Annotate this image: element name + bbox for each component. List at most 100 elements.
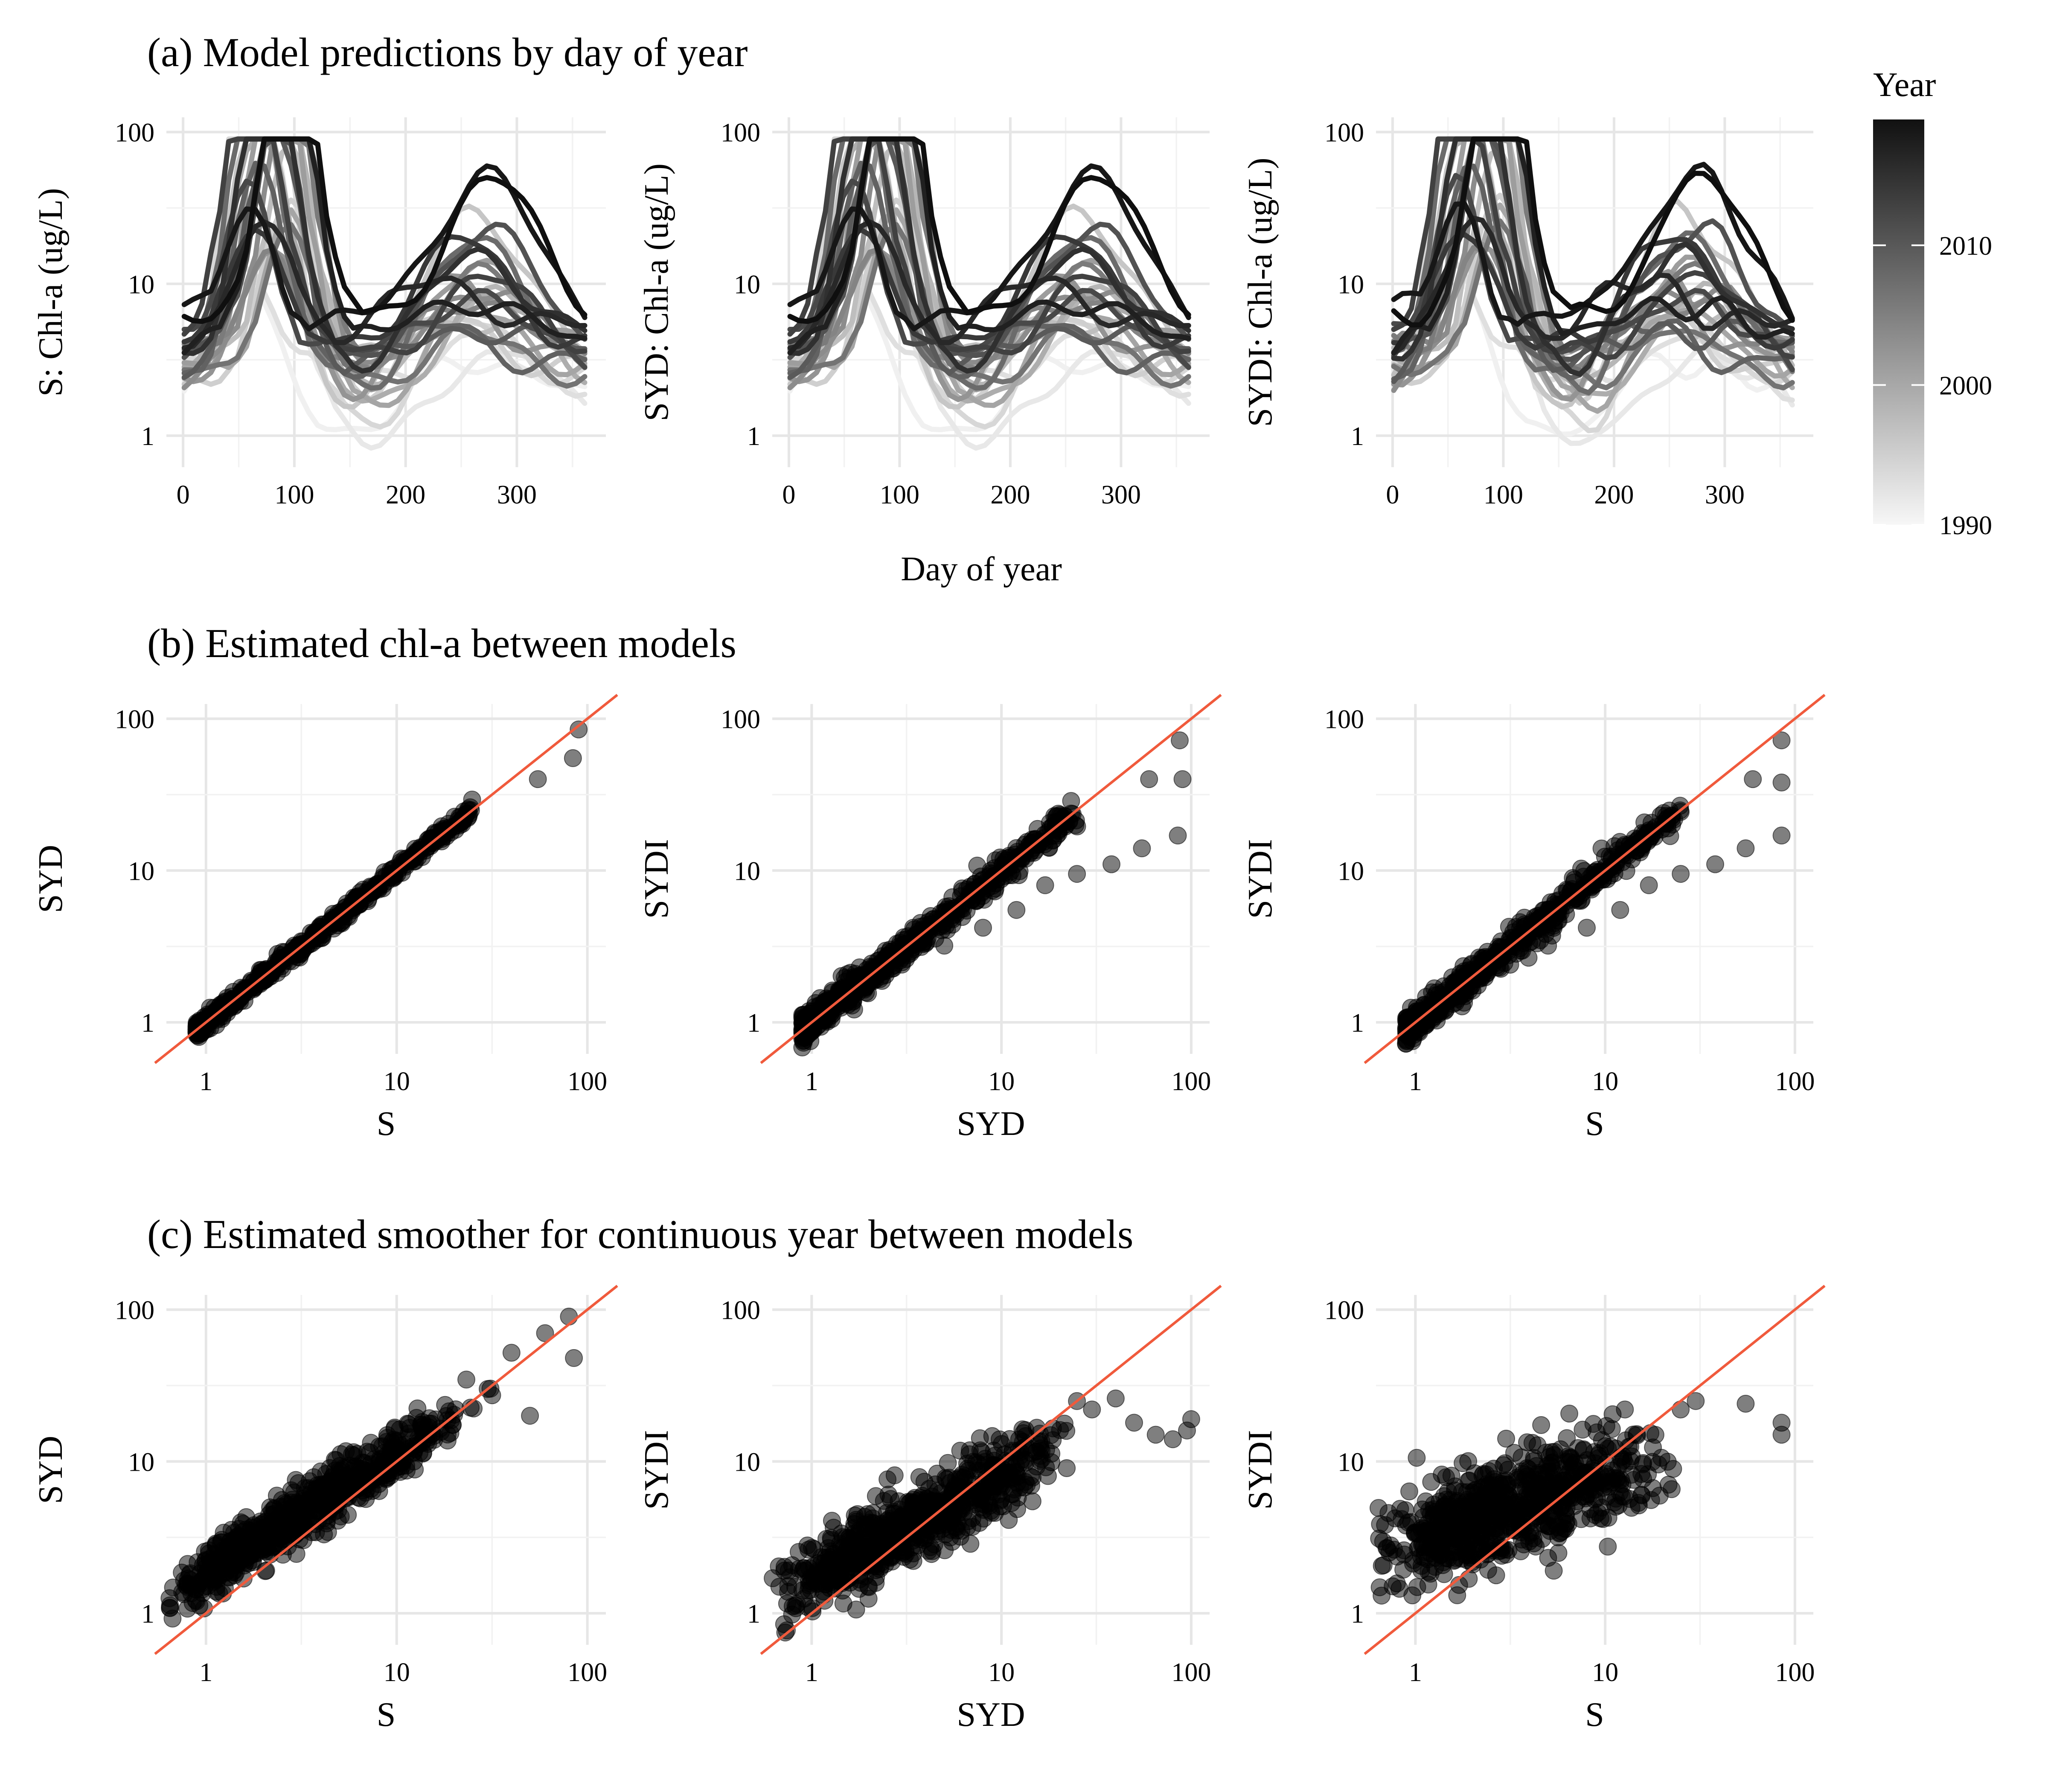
y-tick-label: 10	[734, 1448, 760, 1477]
y-tick-label: 10	[1338, 1448, 1364, 1477]
scatter-point	[393, 1453, 411, 1471]
scatter-point	[1489, 1493, 1508, 1512]
scatter-point	[1014, 1424, 1033, 1442]
scatter-point	[1000, 1511, 1018, 1529]
scatter-point	[1457, 1493, 1475, 1511]
panel-a2: 0 100 200 300 1 10 100 SYD: Chl-a (ug/L)	[638, 117, 1210, 509]
series-lines	[181, 136, 588, 451]
scatter-point	[1512, 1542, 1530, 1560]
scatter-point	[1388, 1574, 1406, 1593]
scatter-points	[793, 731, 1192, 1056]
scatter-point	[1772, 826, 1791, 845]
scatter-point	[867, 1487, 885, 1505]
scatter-point	[386, 1418, 404, 1437]
x-tick-label: 0	[1386, 480, 1399, 509]
scatter-point	[1447, 1509, 1466, 1527]
y-axis-title: SYD: Chl-a (ug/L)	[638, 163, 675, 421]
scatter-point	[1501, 929, 1520, 947]
y-tick-label: 1	[1351, 1009, 1364, 1038]
scatter-point	[834, 1594, 852, 1613]
x-tick-label: 100	[1484, 480, 1523, 509]
scatter-point	[961, 1535, 980, 1553]
scatter-point	[1630, 1496, 1648, 1515]
y-tick-label: 1	[747, 1600, 760, 1629]
y-axis-title: S: Chl-a (ug/L)	[32, 188, 70, 397]
scatter-point	[1454, 1533, 1472, 1551]
scatter-point	[1400, 1482, 1418, 1501]
legend-title: Year	[1873, 66, 1936, 104]
scatter-point	[1523, 1434, 1542, 1452]
scatter-point	[565, 1349, 583, 1367]
scatter-point	[1687, 1392, 1705, 1410]
year-series-line	[787, 136, 1191, 374]
y-tick-label: 10	[128, 1448, 154, 1477]
x-tick-label: 10	[988, 1658, 1015, 1687]
scatter-point	[1171, 731, 1189, 750]
scatter-point	[1615, 1487, 1633, 1506]
scatter-point	[287, 1545, 305, 1563]
x-tick-label: 1	[805, 1067, 818, 1096]
y-tick-label: 10	[734, 270, 760, 299]
scatter-point	[1068, 865, 1086, 883]
x-tick-label: 10	[988, 1067, 1015, 1096]
scatter-point	[1103, 855, 1120, 873]
scatter-point	[1513, 1465, 1532, 1484]
y-tick-label: 1	[141, 1600, 154, 1629]
x-tick-label: 1	[1409, 1067, 1422, 1096]
scatter-point	[1672, 1400, 1690, 1419]
x-tick-label: 300	[497, 480, 537, 509]
scatter-point	[313, 925, 332, 943]
identity-reference-line	[154, 694, 618, 1064]
panel-c2: 1 10 100 1 10 100 SYD SYDI	[638, 1285, 1222, 1734]
scatter-point	[1539, 937, 1557, 955]
x-tick-label: 10	[384, 1067, 410, 1096]
scatter-point	[1609, 1457, 1627, 1476]
scatter-point	[1478, 1518, 1496, 1536]
scatter-point	[502, 1344, 521, 1362]
scatter-point	[1520, 934, 1538, 952]
scatter-point	[570, 720, 588, 739]
scatter-point	[1772, 774, 1791, 791]
scatter-point	[1406, 1523, 1424, 1542]
scatter-point	[161, 1599, 179, 1617]
scatter-point	[1058, 1459, 1076, 1477]
scatter-point	[1473, 1501, 1491, 1519]
scatter-point	[1044, 817, 1062, 836]
scatter-point	[937, 1470, 956, 1489]
scatter-point	[1182, 1410, 1200, 1428]
scatter-points	[160, 1307, 583, 1628]
scatter-point	[1672, 865, 1690, 883]
scatter-point	[369, 880, 388, 899]
scatter-point	[1507, 945, 1525, 963]
series-lines	[787, 136, 1191, 451]
y-tick-label: 100	[721, 1296, 760, 1325]
scatter-point	[1035, 833, 1053, 851]
y-tick-label: 1	[1351, 422, 1364, 451]
x-tick-label: 10	[384, 1658, 410, 1687]
scatter-point	[1403, 1586, 1422, 1605]
scatter-point	[971, 1429, 989, 1447]
scatter-point	[385, 859, 403, 878]
scatter-point	[1505, 1444, 1523, 1462]
scatter-points	[1397, 731, 1791, 1053]
legend-colorbar	[1873, 119, 1924, 525]
scatter-point	[1524, 1529, 1542, 1548]
scatter-point	[1445, 1552, 1463, 1570]
x-tick-label: 10	[1592, 1658, 1618, 1687]
y-axis-title: SYDI	[638, 839, 675, 919]
scatter-point	[297, 937, 315, 955]
x-tick-label: 1	[1409, 1658, 1422, 1687]
x-tick-label: 0	[177, 480, 190, 509]
scatter-point	[822, 1010, 841, 1028]
scatter-point	[1532, 1416, 1551, 1434]
x-tick-label: 100	[274, 480, 314, 509]
scatter-point	[261, 1545, 279, 1564]
y-axis-title: SYD	[32, 1436, 70, 1504]
scatter-point	[1737, 839, 1755, 858]
scatter-point	[1016, 1451, 1034, 1469]
scatter-point	[812, 1548, 831, 1566]
x-axis-title: SYD	[957, 1696, 1025, 1734]
year-series-line	[1391, 136, 1795, 377]
identity-reference-line	[1364, 694, 1826, 1064]
scatter-point	[1173, 770, 1192, 788]
